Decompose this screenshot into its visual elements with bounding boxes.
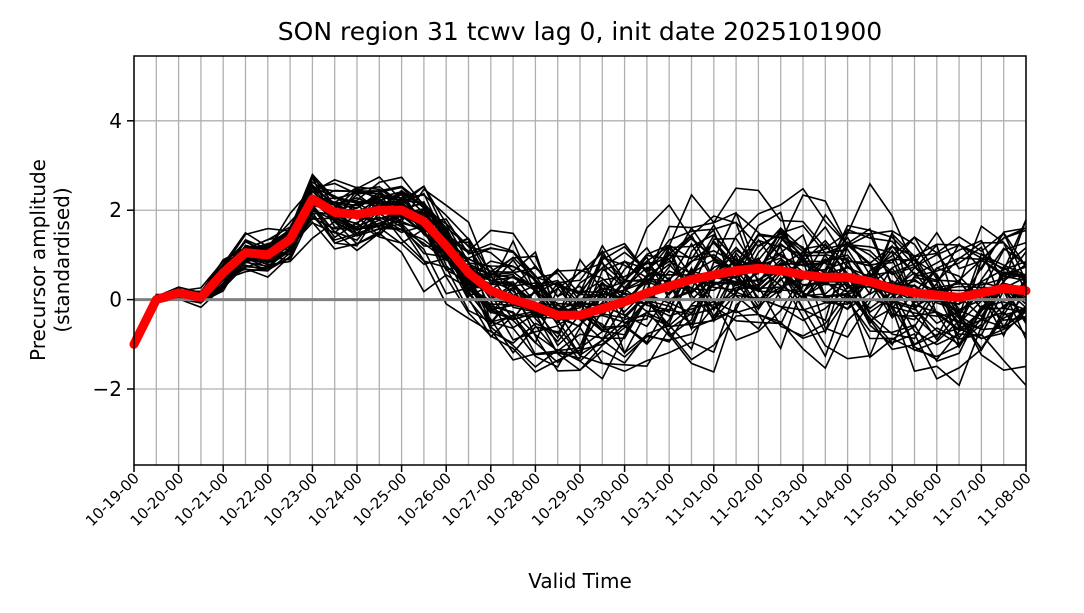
ensemble-member-line: [133, 176, 1027, 347]
chart-title: SON region 31 tcwv lag 0, init date 2025…: [278, 17, 882, 46]
y-axis-label-units: (standardised): [50, 187, 74, 332]
y-axis-label: Precursor amplitude: [26, 159, 50, 361]
ensemble-mean-line: [129, 194, 1031, 349]
y-tick-label: 0: [109, 288, 122, 312]
y-tick-label: 4: [109, 109, 122, 133]
ensemble-member-line: [133, 186, 1027, 345]
y-tick-label: −2: [93, 377, 122, 401]
x-axis-label: Valid Time: [528, 569, 632, 593]
y-tick-label: 2: [109, 198, 122, 222]
